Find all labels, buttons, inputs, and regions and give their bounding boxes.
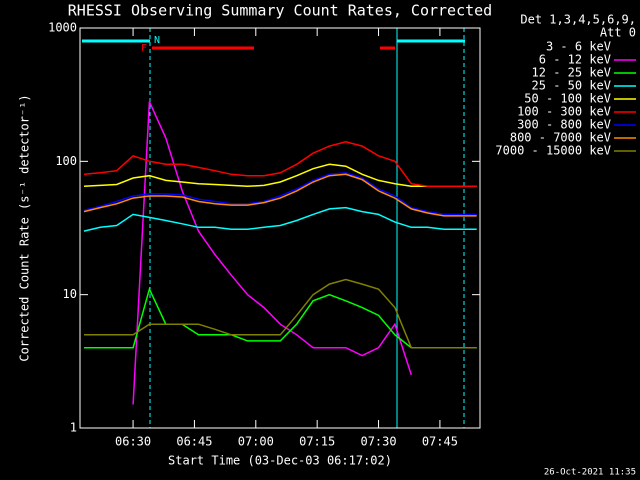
y-tick-label: 100 [55,154,77,168]
footer: 26-Oct-2021 11:35 [544,468,636,478]
legend-label: 300 - 800 keV [517,118,611,132]
y-tick-label: 10 [63,287,77,301]
series-line [83,172,477,216]
legend-label: 3 - 6 keV [546,40,611,54]
y-tick-label: 1 [70,421,77,435]
x-tick-label: 07:00 [238,435,274,449]
legend-label: 6 - 12 keV [539,53,611,67]
legend-header: Att 0 [600,26,636,40]
legend-header: Det 1,3,4,5,6,9, [520,13,636,27]
legend-label: 25 - 50 keV [532,79,611,93]
legend-label: 50 - 100 keV [524,92,611,106]
series-line [83,141,477,188]
flag-label: N [154,35,160,46]
legend-label: 100 - 300 keV [517,105,611,119]
series-line [83,206,477,232]
legend-label: 800 - 7000 keV [510,131,611,145]
x-tick-label: 07:30 [360,435,396,449]
series-line [84,278,477,349]
y-tick-label: 1000 [48,21,77,35]
x-tick-label: 06:30 [115,435,151,449]
x-tick-label: 07:45 [422,435,458,449]
y-axis-label: Corrected Count Rate (s⁻¹ detector⁻¹) [18,94,32,361]
x-axis-label: Start Time (03-Dec-03 06:17:02) [168,454,392,468]
x-tick-label: 06:45 [176,435,212,449]
flag-label: F [141,43,147,54]
x-tick-label: 07:15 [299,435,335,449]
series-line [83,173,477,217]
plot-frame [79,27,481,429]
series-line [148,109,396,325]
series-line [83,163,477,188]
chart-title: RHESSI Observing Summary Count Rates, Co… [68,2,492,20]
legend-label: 12 - 25 keV [532,66,611,80]
legend-label: 7000 - 15000 keV [495,144,611,158]
